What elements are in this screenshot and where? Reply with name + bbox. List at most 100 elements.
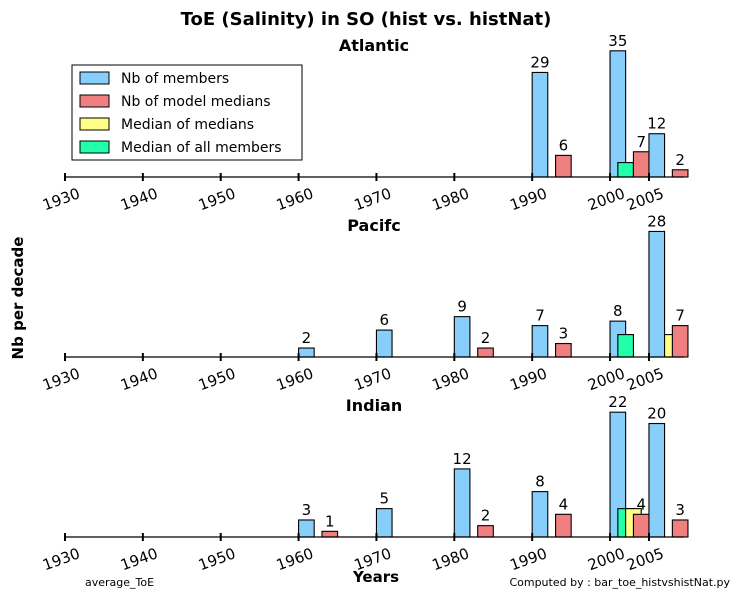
x-axis-label: Years	[352, 568, 399, 586]
bar-value-label: 8	[535, 473, 545, 491]
bar-medians	[671, 325, 689, 358]
bar-medians	[671, 519, 689, 538]
bar-value-label: 28	[647, 212, 666, 230]
x-tick-label: 1950	[196, 184, 238, 214]
bar-value-label: 12	[647, 115, 666, 133]
x-tick-label: 2005	[624, 184, 666, 214]
legend-swatch	[79, 71, 110, 85]
bar-median-of-all	[617, 334, 634, 358]
x-tick-label: 2005	[624, 364, 666, 394]
bar-members	[648, 422, 666, 538]
bar-medians	[477, 347, 494, 358]
legend-label: Nb of model medians	[121, 94, 271, 110]
bar-value-label: 35	[608, 32, 627, 50]
panel-title: Pacifc	[347, 216, 401, 235]
bar-members	[375, 508, 393, 538]
x-tick-label: 1970	[352, 364, 394, 394]
x-tick-label: 1930	[40, 544, 82, 574]
legend-frame	[71, 64, 303, 161]
x-tick-label: 2000	[585, 364, 627, 394]
bar-value-label: 4	[636, 495, 646, 513]
legend-entry-median-of-all-members: Median of all members	[79, 140, 282, 156]
bar-value-label: 3	[559, 325, 569, 343]
bar-members	[531, 71, 549, 178]
legend: Nb of members Nb of model medians Median o…	[71, 64, 303, 161]
bar-value-label: 3	[302, 501, 312, 519]
bar-members	[375, 329, 393, 358]
x-tick-label: 1990	[507, 364, 549, 394]
bar-medians	[555, 513, 572, 538]
bar-medians	[632, 151, 650, 178]
x-tick-label: 1990	[507, 544, 549, 574]
legend-swatch	[79, 94, 110, 108]
bar-value-label: 6	[379, 311, 389, 329]
bar-value-label: 9	[457, 298, 467, 316]
bar-value-label: 12	[453, 450, 472, 468]
x-tick-label: 1940	[118, 184, 160, 214]
footer-left: average_ToE	[85, 576, 154, 589]
x-tick-label: 1930	[40, 184, 82, 214]
bar-medians	[477, 525, 494, 538]
footer-right: Computed by : bar_toe_histvshistNat.py	[509, 576, 730, 589]
bar-value-label: 7	[535, 307, 545, 325]
x-tick-label: 2000	[585, 184, 627, 214]
bar-members	[453, 468, 471, 538]
x-tick-label: 1980	[430, 544, 472, 574]
chart-title: ToE (Salinity) in SO (hist vs. histNat)	[181, 9, 552, 30]
legend-entry-nb-of-model-medians: Nb of model medians	[79, 94, 271, 110]
bar-median-of-all	[617, 162, 634, 178]
bar-members	[453, 316, 471, 358]
x-tick-label: 2005	[624, 544, 666, 574]
x-tick-label: 1940	[118, 364, 160, 394]
bar-medians	[555, 154, 572, 178]
bar-members	[531, 325, 549, 358]
x-tick-label: 1950	[196, 544, 238, 574]
bar-medians	[321, 530, 339, 538]
legend-label: Median of medians	[121, 117, 254, 133]
bar-value-label: 7	[675, 307, 685, 325]
legend-label: Median of all members	[121, 140, 282, 156]
legend-entry-median-of-medians: Median of medians	[79, 117, 254, 133]
bar-value-label: 8	[613, 302, 623, 320]
x-tick-label: 1960	[274, 184, 316, 214]
bar-medians	[632, 513, 650, 538]
x-tick-label: 1940	[118, 544, 160, 574]
bar-members	[298, 347, 315, 358]
x-tick-label: 1960	[274, 544, 316, 574]
bar-members	[298, 519, 315, 538]
x-tick-label: 1930	[40, 364, 82, 394]
y-axis-label: Nb per decade	[9, 237, 27, 360]
legend-swatch	[79, 140, 110, 154]
legend-label: Nb of members	[121, 71, 229, 87]
bar-value-label: 2	[675, 151, 685, 169]
bar-value-label: 2	[481, 507, 491, 525]
bar-value-label: 5	[379, 490, 389, 508]
x-tick-label: 1950	[196, 364, 238, 394]
x-tick-label: 1980	[430, 364, 472, 394]
panel-title: Indian	[346, 396, 402, 415]
bar-value-label: 2	[302, 329, 312, 347]
bar-value-label: 3	[675, 501, 685, 519]
bar-value-label: 29	[530, 53, 549, 71]
legend-swatch	[79, 117, 110, 131]
x-tick-label: 1960	[274, 364, 316, 394]
bar-value-label: 22	[608, 393, 627, 411]
panel-title: Atlantic	[339, 36, 409, 55]
x-tick-label: 1980	[430, 184, 472, 214]
bar-medians	[671, 169, 689, 178]
bar-value-label: 1	[325, 512, 335, 530]
x-tick-label: 1970	[352, 184, 394, 214]
bar-value-label: 7	[636, 133, 646, 151]
bar-medians	[555, 342, 572, 358]
x-tick-label: 2000	[585, 544, 627, 574]
bar-members	[609, 50, 627, 178]
bar-value-label: 20	[647, 405, 666, 423]
bar-value-label: 6	[559, 136, 569, 154]
bar-members	[648, 133, 666, 178]
bar-members	[648, 230, 666, 358]
bar-members	[531, 491, 549, 538]
bar-value-label: 4	[559, 495, 569, 513]
